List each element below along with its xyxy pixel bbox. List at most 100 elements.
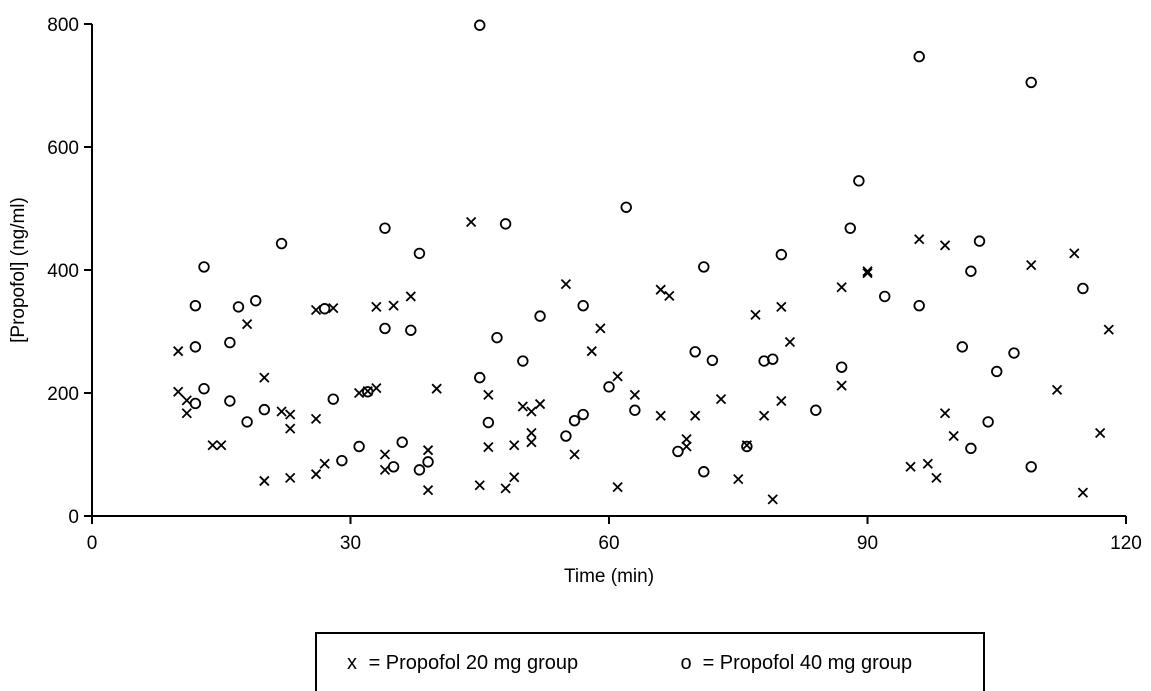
point-x-marker [776,301,787,313]
point-o-marker [973,235,986,247]
point-o-marker [965,442,977,455]
point-o-marker [706,354,719,367]
point-o-marker [396,436,408,448]
axes [91,24,1126,517]
point-x-marker [500,483,511,494]
point-x-marker [483,389,494,400]
point-x-marker [173,386,184,397]
point-o-marker [844,222,856,234]
legend-marker-o: o [680,652,692,674]
point-o-marker [517,355,529,367]
point-x-marker [1026,259,1037,271]
point-o-marker [422,456,434,468]
point-x-marker [612,371,623,382]
point-o-marker [629,404,641,416]
point-x-marker [681,433,692,445]
point-o-marker [991,365,1003,378]
point-x-marker [939,408,951,419]
point-x-marker [310,304,322,316]
point-x-marker [560,279,572,290]
point-o-marker [387,461,400,473]
point-o-marker [413,464,426,476]
y-tick-label: 400 [47,261,79,282]
x-tick-label: 0 [87,533,98,554]
point-o-marker [491,331,503,344]
point-x-marker [715,394,727,405]
y-axis-label: [Propofol] (ng/ml) [8,197,29,343]
point-o-marker [1025,76,1037,89]
legend: x = Propofol 20 mg group o = Propofol 40… [315,632,985,691]
point-x-marker [836,282,847,293]
point-x-marker [1095,427,1106,439]
point-x-marker [750,309,761,321]
point-o-marker [258,403,271,416]
point-x-marker [534,398,546,410]
point-x-marker [1069,248,1080,259]
point-o-marker [318,303,331,315]
point-x-marker [431,383,442,394]
point-x-marker [517,401,528,412]
legend-marker-x: x [347,652,357,674]
point-o-marker [913,50,925,63]
point-o-marker [853,175,865,187]
point-x-marker [422,485,434,496]
point-o-marker [275,237,288,250]
point-x-marker [569,449,580,460]
point-o-marker [232,301,245,313]
point-x-marker [862,266,873,277]
point-o-marker [568,414,581,427]
point-x-marker [259,475,270,487]
point-x-marker [905,461,916,472]
point-o-marker [189,341,202,353]
point-o-marker [353,440,365,453]
point-o-marker [336,454,348,467]
point-x-marker [509,440,520,451]
legend-label-20mg: = Propofol 20 mg group [368,652,579,674]
point-o-marker [1008,347,1020,359]
point-x-marker [388,300,399,311]
point-x-marker [371,301,382,313]
point-x-marker [784,336,796,348]
point-o-marker [560,430,572,442]
point-x-marker [586,346,597,357]
point-x-marker [690,410,701,421]
point-o-marker [189,397,202,410]
y-tick-label: 800 [47,15,79,36]
point-x-marker [836,380,847,391]
point-x-marker [405,291,416,302]
point-o-marker [241,416,253,428]
y-tick-label: 0 [68,507,79,528]
point-o-marker [913,299,925,312]
point-x-marker [681,441,692,452]
point-x-marker [948,430,959,442]
legend-label-40mg: = Propofol 40 mg group [702,652,913,674]
point-x-marker [862,267,873,279]
point-x-marker [259,372,270,383]
point-x-marker [285,423,296,434]
point-x-marker [241,318,253,330]
point-x-marker [939,240,951,251]
point-x-marker [1077,487,1089,498]
point-o-marker [689,346,701,358]
point-o-marker [982,416,994,428]
point-o-marker [405,324,417,336]
point-o-marker [474,371,486,384]
legend-item-40mg: o = Propofol 40 mg group [675,652,912,675]
point-x-marker [465,216,477,228]
point-o-marker [835,361,848,373]
point-o-marker [224,336,236,349]
point-o-marker [965,265,977,277]
point-x-marker [285,409,296,420]
point-x-marker [664,290,675,301]
point-x-marker [319,458,330,469]
point-o-marker [499,218,512,230]
point-x-marker [353,387,365,399]
point-x-marker [629,389,640,400]
point-x-marker [931,472,942,484]
point-o-marker [1025,461,1037,473]
point-o-marker [775,248,788,261]
axis-ticks: 0 30 60 90 120 0 200 400 600 800 [47,15,1142,554]
point-o-marker [698,466,710,478]
point-o-marker [379,322,391,335]
legend-item-20mg: x = Propofol 20 mg group [341,652,578,675]
